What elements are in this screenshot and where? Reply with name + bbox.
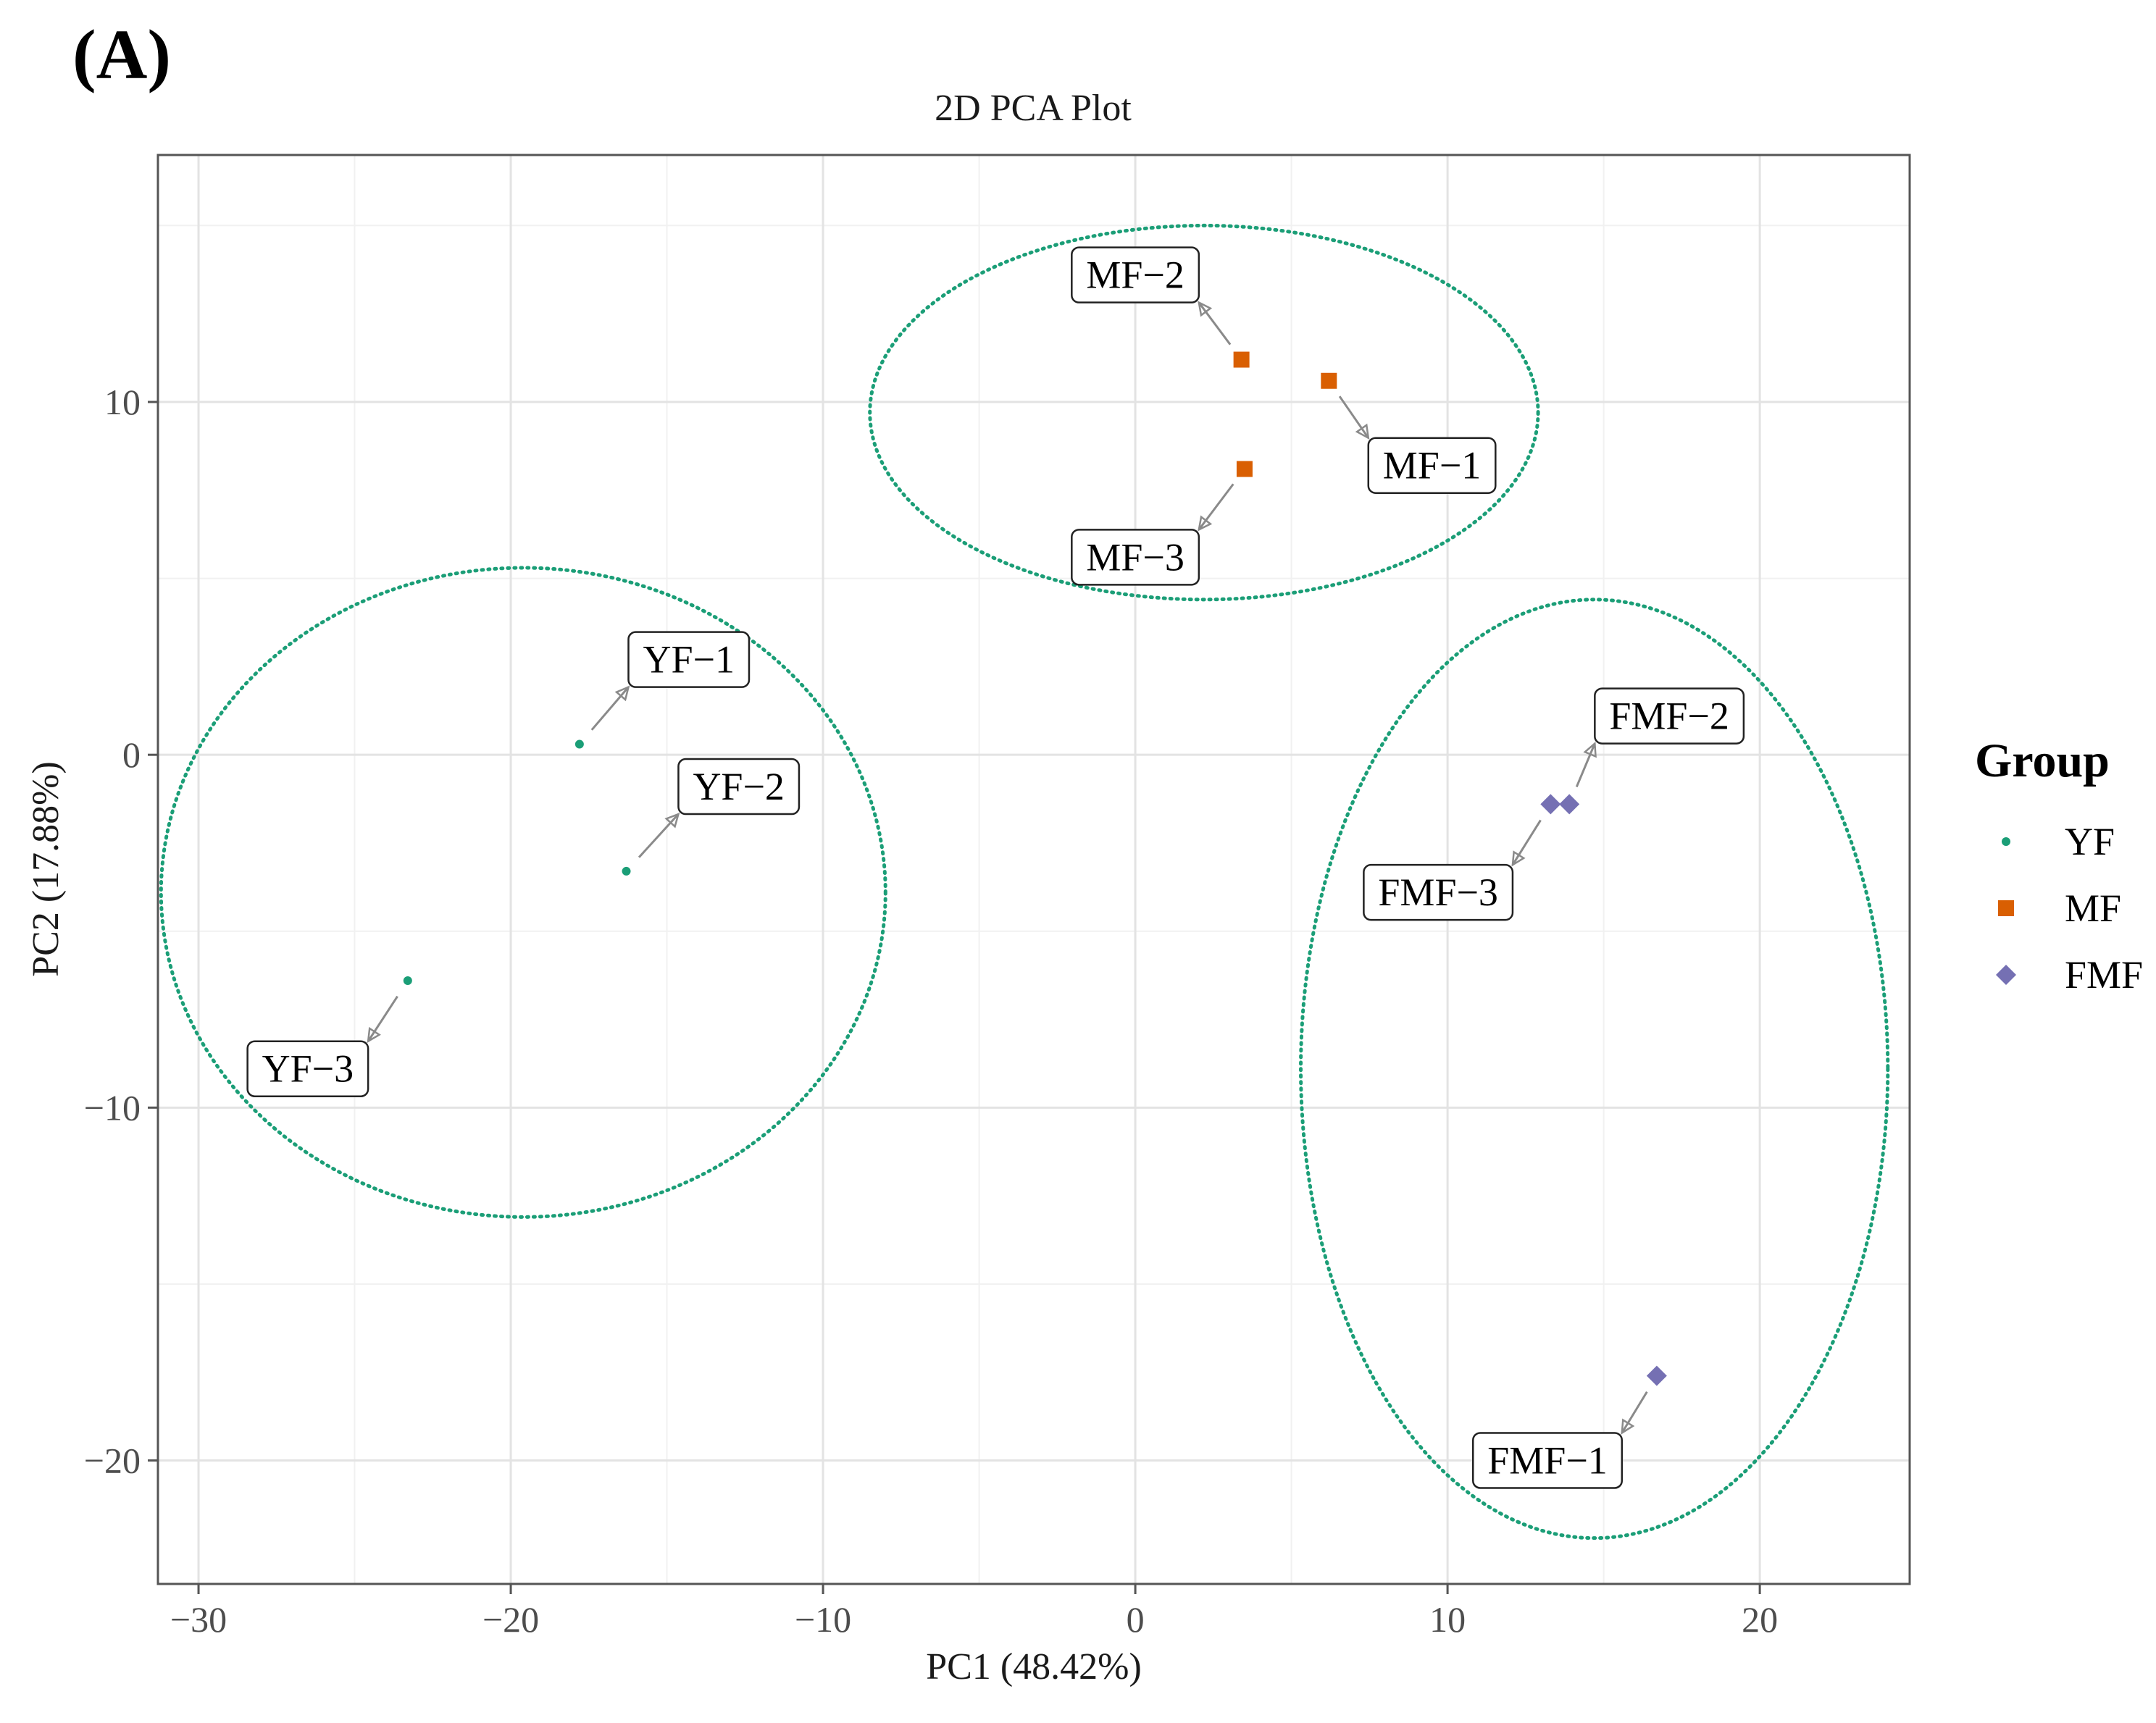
point-mf [1233,351,1250,368]
axes: −30 −20 −10 0 10 20 −20 −10 0 10 [84,382,1778,1640]
point-label-text: YF−2 [693,765,784,808]
connector-line [1198,483,1234,531]
legend-entries: YF MF FMF [1996,820,2143,997]
panel-label: (A) [72,16,171,94]
x-tick-label: 20 [1742,1599,1778,1640]
point-label: YF−3 [246,1040,369,1097]
x-tick-label: −30 [170,1599,227,1640]
legend-title: Group [1975,734,2110,787]
point-label-text: YF−3 [262,1047,354,1091]
connector-arrowhead [1355,423,1370,440]
point-label: MF−2 [1071,246,1200,303]
point-label: MF−3 [1071,529,1200,586]
point-label: MF−1 [1367,437,1497,494]
legend-label: MF [2065,886,2121,930]
connector-line [1338,395,1370,439]
point-fmf [1559,794,1580,815]
connector-line [367,995,398,1042]
point-label-text: FMF−2 [1609,695,1729,738]
point-fmf [1646,1365,1667,1386]
point-label-text: FMF−1 [1487,1438,1608,1482]
x-tick-label: 10 [1429,1599,1466,1640]
point-label: YF−2 [677,758,801,816]
legend: Group YF MF FMF [1975,734,2143,997]
y-tick-label: 10 [104,382,141,422]
point-label-text: MF−2 [1086,253,1184,297]
connector-line [1621,1391,1648,1434]
point-label: FMF−3 [1363,863,1514,921]
ellipse-yf [159,566,887,1219]
point-label: YF−1 [627,631,751,688]
connector-arrowhead [367,1026,381,1044]
connector-arrowhead [1511,850,1526,867]
plot-border [156,154,1911,1585]
point-labels: YF−1 YF−2 YF−3 MF−1 MF−2 MF−3 FMF−1 FMF−2 FMF−3 [246,246,1745,1489]
connector-arrowhead [1198,301,1213,317]
point-label-box [1471,1432,1624,1489]
point-label-text: YF−1 [643,638,734,682]
connector-arrowhead [664,812,680,829]
connector-line [590,686,630,731]
plot-background [158,155,1910,1584]
label-connectors [367,301,1648,1435]
x-tick-label: −20 [482,1599,539,1640]
point-label-box [627,631,751,688]
point-label-box [1594,687,1745,745]
point-label-box [1363,863,1514,921]
point-label-text: FMF−3 [1378,871,1498,914]
point-label: FMF−2 [1594,687,1745,745]
y-tick-label: −10 [84,1087,141,1128]
chart-title: 2D PCA Plot [935,88,1132,129]
connector-line [1575,743,1596,787]
connector-line [638,813,680,858]
data-points [403,351,1667,1386]
point-yf [403,976,412,985]
y-tick-label: 0 [122,734,141,775]
point-label-text: MF−1 [1383,444,1482,487]
point-label-box [246,1040,369,1097]
connector-arrowhead [614,685,630,702]
point-label-box [677,758,801,816]
connector-arrowhead [1621,1418,1635,1435]
x-tick-label: −10 [795,1599,851,1640]
point-label: FMF−1 [1471,1432,1624,1489]
y-tick-label: −20 [84,1440,141,1480]
point-label-box [1367,437,1497,494]
point-label-box [1071,529,1200,586]
confidence-ellipses [159,223,1890,1540]
connector-arrowhead [1198,515,1213,532]
y-axis-title: PC2 (17.88%) [25,761,67,977]
legend-key-mf [1998,900,2014,916]
connector-arrowhead [1583,742,1597,758]
grid-lines [158,155,1910,1584]
point-label-text: MF−3 [1086,535,1184,579]
ellipse-mf [868,223,1540,602]
point-fmf [1540,794,1561,815]
ellipse-fmf [1299,598,1890,1540]
legend-label: FMF [2065,953,2143,997]
connector-line [1198,301,1232,345]
connector-line [1511,819,1542,865]
x-axis-title: PC1 (48.42%) [926,1646,1142,1688]
point-yf [622,866,631,876]
point-label-box [1071,246,1200,303]
point-mf [1236,461,1253,477]
point-mf [1321,372,1337,389]
legend-key-yf [2002,837,2010,846]
legend-label: YF [2065,820,2115,863]
legend-key-fmf [1996,965,2016,985]
x-tick-label: 0 [1127,1599,1145,1640]
point-yf [574,739,584,749]
